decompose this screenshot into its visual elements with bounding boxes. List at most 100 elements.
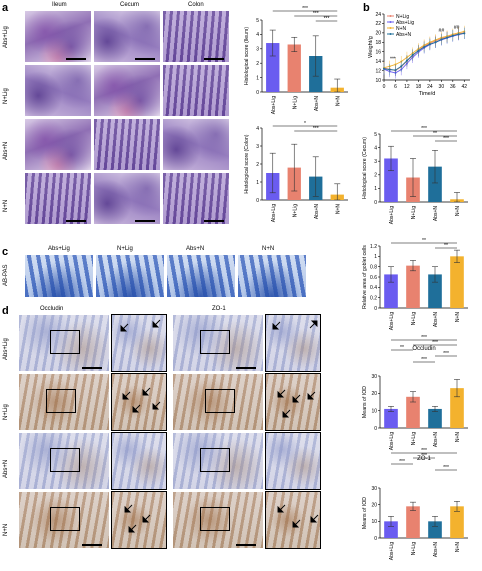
scale-bar (204, 220, 224, 222)
y-tick-label: 3 (256, 47, 259, 53)
bar (384, 158, 398, 202)
bar (406, 396, 420, 428)
bar (384, 408, 398, 428)
col-label-cecum: Cecum (120, 2, 140, 8)
x-tick-label: Abs+N (314, 96, 320, 112)
significance-label: ** (433, 131, 437, 137)
y-tick-label: 0.2 (370, 295, 377, 301)
x-tick-label: N+N (455, 432, 461, 443)
x-tick-label: Abs+N (314, 204, 320, 220)
histology-ileum-n-lig (24, 64, 92, 117)
bar (287, 44, 301, 92)
histology-ileum-n-n (24, 172, 92, 225)
x-tick-label: 36 (450, 84, 456, 90)
significance-label: *** (443, 465, 449, 471)
y-tick-label: 5 (256, 18, 259, 24)
x-tick-label: Abs+N (433, 432, 439, 448)
x-tick-label: N+Lig (411, 542, 417, 555)
histology-colon-abs-lig (162, 10, 230, 63)
y-tick-label: 1.2 (370, 244, 377, 250)
y-axis-label: Means of IOD (362, 386, 368, 418)
significance-label: *** (443, 351, 449, 357)
y-axis-label: Means of IOD (362, 497, 368, 529)
y-tick-label: 1 (374, 186, 377, 192)
x-tick-label: 6 (394, 84, 397, 90)
significance-label: *** (421, 453, 427, 459)
x-tick-label: Abs+N (433, 206, 439, 222)
legend-label: Abs+N (396, 32, 412, 38)
x-tick-label: N+Lig (411, 312, 417, 325)
bar (384, 521, 398, 538)
y-tick-label: 3 (374, 159, 377, 165)
data-point (451, 34, 454, 37)
scale-bar (135, 220, 155, 222)
histology-cecum-abs-n (93, 118, 161, 171)
panel-letter-b: b (363, 2, 370, 14)
y-tick-label: 2 (256, 162, 259, 168)
x-tick-label: Abs+Lig (389, 432, 395, 450)
histology-ileum-abs-n (24, 118, 92, 171)
abpas-n-n (237, 254, 307, 298)
significance-label: *** (313, 126, 319, 132)
y-tick-label: 18 (375, 40, 381, 46)
data-point (434, 41, 437, 44)
data-point (440, 38, 443, 41)
zoom-region-box (50, 448, 80, 472)
bar (266, 43, 280, 92)
y-tick-label: 30 (371, 374, 377, 380)
x-tick-label: N+N (455, 542, 461, 553)
data-point (457, 33, 460, 36)
data-point (423, 46, 426, 48)
bar (428, 274, 442, 308)
scale-bar (204, 58, 224, 60)
abpas-n-lig (95, 254, 165, 298)
y-tick-label: 0 (374, 536, 377, 542)
legend-label: Abs+Lig (396, 20, 414, 26)
col-label-abs-n: Abs+N (186, 246, 205, 252)
bar (450, 256, 464, 308)
x-tick-label: Abs+Lig (389, 206, 395, 224)
data-point (417, 49, 420, 52)
significance-label: *** (421, 126, 427, 132)
histology-ileum-abs-lig (24, 10, 92, 63)
x-tick-label: 0 (383, 84, 386, 90)
data-point (394, 69, 397, 72)
zoom-frame (265, 314, 321, 372)
col-label-abs-lig: Abs+Lig (48, 246, 70, 252)
zoom-region-box (200, 330, 230, 354)
ihc-zo1-n-n (172, 491, 264, 549)
ihc-zo1-abs-lig (172, 314, 264, 372)
histology-colon-n-lig (162, 64, 230, 117)
ihc-occludin-n-n (18, 491, 110, 549)
significance-label: *** (421, 335, 427, 341)
y-tick-label: 22 (375, 21, 381, 27)
x-tick-label: N+Lig (411, 432, 417, 445)
zoom-frame (111, 314, 167, 372)
panel-letter-d: d (2, 305, 9, 317)
x-axis-label: Time/d (419, 91, 436, 97)
y-tick-label: 1 (256, 75, 259, 81)
significance-label: *** (421, 357, 427, 363)
y-tick-label: 24 (375, 12, 381, 18)
x-tick-label: N+N (455, 206, 461, 217)
y-axis-label: Relative area of goblet cells (362, 245, 368, 309)
significance-label: *** (302, 6, 308, 12)
scale-bar (82, 544, 102, 546)
y-tick-label: 10 (371, 408, 377, 414)
y-tick-label: 20 (371, 391, 377, 397)
zoom-region-box (50, 507, 80, 531)
annotation-label: ## (454, 25, 460, 31)
y-tick-label: 16 (375, 50, 381, 56)
y-tick-label: 2 (374, 173, 377, 179)
y-tick-label: 1 (374, 254, 377, 260)
legend-marker (389, 33, 392, 35)
data-point (411, 54, 414, 57)
col-label-n-lig: N+Lig (117, 246, 133, 252)
arrow-icons (120, 319, 319, 533)
zoom-region-box (50, 330, 80, 354)
ihc-occludin-abs-lig (18, 314, 110, 372)
data-point (463, 32, 466, 35)
y-tick-label: 4 (256, 32, 259, 38)
zoom-frame (265, 491, 321, 549)
ihc-zo1-abs-n (172, 432, 264, 490)
